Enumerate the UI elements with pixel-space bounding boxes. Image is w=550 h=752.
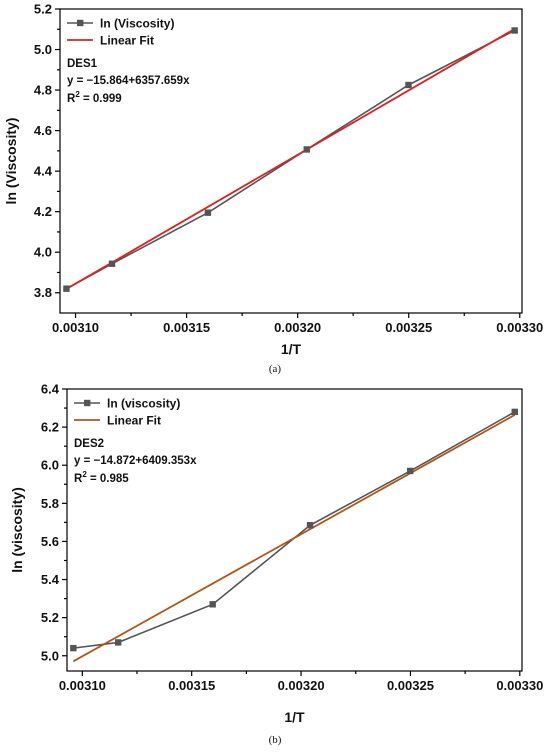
y-axis-label: ln (Viscosity) [3,118,19,205]
plot-frame [66,388,523,672]
legend-swatch-marker [84,399,91,407]
data-point [511,408,518,416]
y-tick-label: 6.0 [41,458,59,473]
data-point [407,467,414,475]
x-tick-label: 0.00320 [274,320,321,335]
data-point [405,81,412,89]
y-tick-label: 5.0 [41,648,59,663]
data-point [204,209,212,216]
data-point [511,27,518,34]
x-tick-label: 0.00315 [163,320,210,335]
x-tick-label: 0.00325 [385,320,432,335]
r2-prefix: R [74,473,83,485]
x-tick-label: 0.00315 [168,678,215,693]
y-tick-label: 4.6 [34,123,52,138]
fit-r-squared: R2 = 0.985 [74,470,129,485]
chart-panel-b: 0.00310 0.00315 0.00320 0.00325 0.00330 5.0 5.… [9,382,543,747]
r2-prefix: R [67,93,76,105]
data-point [306,522,314,529]
data-point [70,644,77,652]
legend-label-fit: Linear Fit [100,34,154,48]
panel-caption: (a) [269,363,282,375]
linear-fit-line [65,28,516,290]
y-tick-label: 5.4 [41,572,60,587]
x-tick-label: 0.00310 [59,678,106,693]
x-tick-label: 0.00325 [387,678,434,693]
y-tick-label: 4.2 [34,204,52,219]
data-point [114,639,122,646]
legend-label-data: ln (Viscosity) [100,17,174,31]
chart-panel-a: 0.00310 0.00315 0.00320 0.00325 0.00330 3.8 4.… [3,2,543,376]
fit-r-squared: R2 = 0.999 [67,90,122,105]
x-tick-label: 0.00310 [52,320,99,335]
fit-dataset-label: DES1 [67,58,98,70]
r2-superscript: 2 [82,470,87,479]
x-tick-label: 0.00330 [496,320,543,335]
plot-frame [59,8,523,314]
y-tick-label: 5.2 [41,610,59,625]
fit-equation: y = −14.872+6409.353x [74,455,197,467]
legend-label-data: ln (viscosity) [107,397,180,411]
data-point [209,601,216,608]
fit-dataset-label: DES2 [74,438,104,450]
linear-fit-line [72,414,516,663]
r2-value: = 0.985 [87,473,129,485]
y-tick-label: 6.4 [41,382,60,397]
legend-label-fit: Linear Fit [107,414,161,428]
x-axis-label: 1/T [284,709,305,725]
fit-equation: y = −15.864+6357.659x [67,75,190,87]
y-tick-label: 5.6 [41,534,59,549]
x-axis-label: 1/T [281,341,302,357]
r2-superscript: 2 [75,90,80,99]
y-tick-label: 4.8 [34,83,52,98]
y-tick-label: 5.0 [34,42,52,57]
y-tick-label: 4.4 [34,164,53,179]
x-tick-label: 0.00330 [496,678,543,693]
data-point [108,260,116,267]
y-tick-label: 6.2 [41,420,59,435]
series-line-ln-viscosity [73,411,516,649]
y-tick-label: 3.8 [34,285,52,300]
y-axis-label: ln (viscosity) [9,487,25,573]
y-tick-label: 5.2 [34,2,52,17]
y-tick-label: 5.8 [41,496,59,511]
x-tick-label: 0.00320 [278,678,325,693]
data-point [63,285,70,292]
legend-swatch-marker [77,19,84,27]
panel-caption: (b) [269,734,282,746]
data-point [303,146,310,153]
r2-value: = 0.999 [80,93,122,105]
y-tick-label: 4.0 [34,245,52,260]
